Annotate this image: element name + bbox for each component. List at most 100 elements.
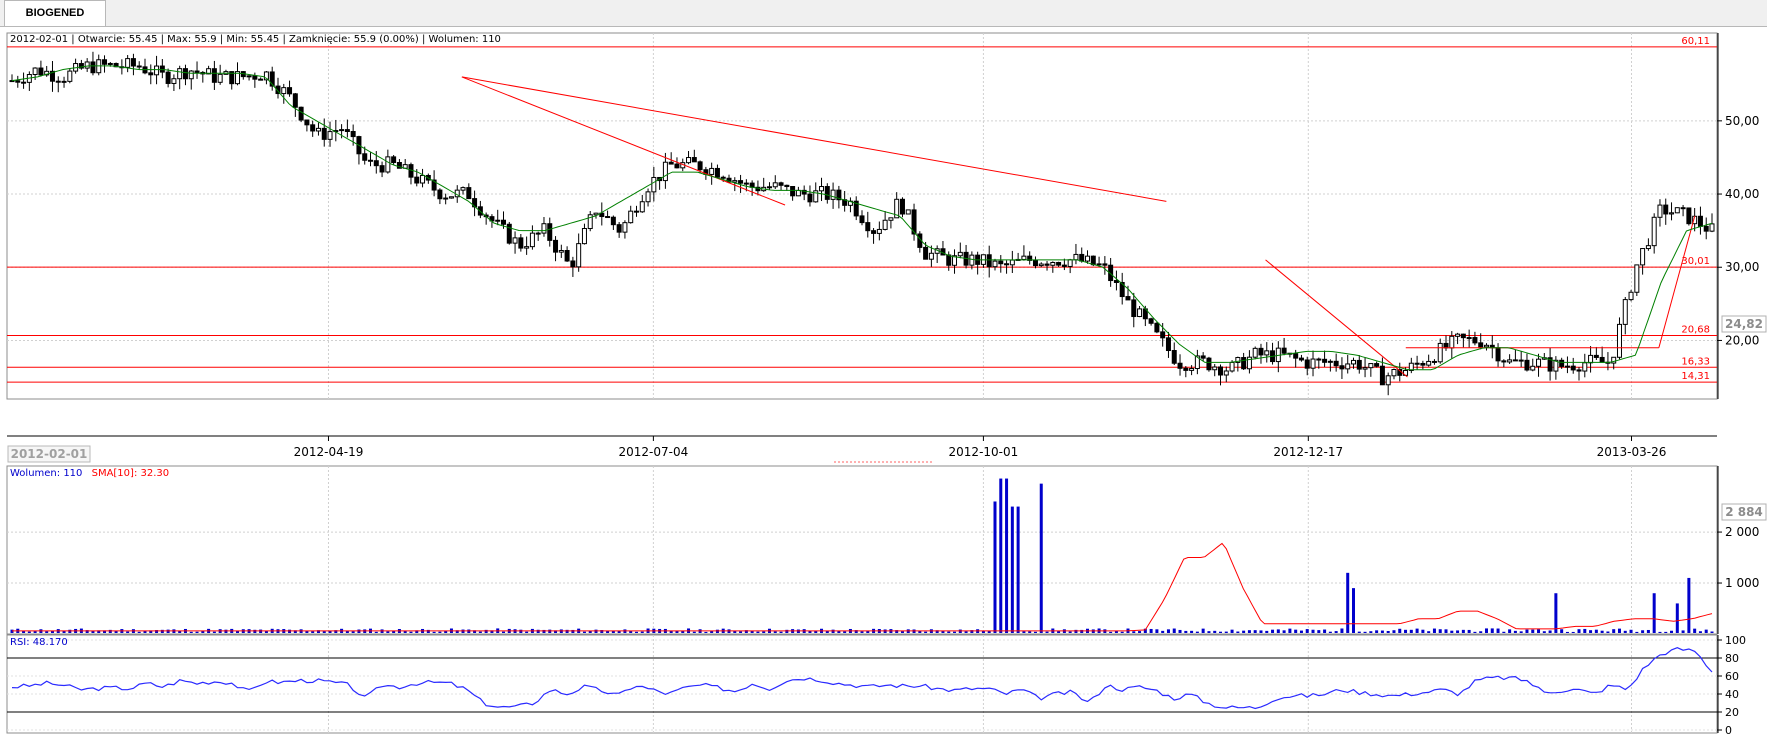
price-candle-body xyxy=(495,219,501,222)
volume-bar xyxy=(600,630,604,633)
volume-bar xyxy=(1375,630,1379,633)
volume-bar xyxy=(305,630,309,633)
price-candle-body xyxy=(437,189,443,200)
price-candle-body xyxy=(298,106,304,121)
price-candle-body xyxy=(662,161,668,182)
price-candle-body xyxy=(159,65,165,73)
volume-bar xyxy=(1271,629,1275,633)
volume-bar xyxy=(744,630,748,633)
price-candle-body xyxy=(1021,255,1027,260)
price-candle-body xyxy=(1530,365,1536,371)
price-candle-body xyxy=(1460,333,1466,339)
volume-bar xyxy=(1467,629,1471,633)
volume-bar xyxy=(201,630,205,633)
price-candle-body xyxy=(269,71,275,87)
price-candle-body xyxy=(1258,347,1264,356)
price-candle-body xyxy=(1009,259,1015,266)
volume-bar xyxy=(1010,506,1014,633)
price-candle-body xyxy=(1443,342,1449,349)
price-candle-body xyxy=(1044,263,1050,266)
price-candle-body xyxy=(998,260,1004,265)
volume-bar xyxy=(1519,631,1523,633)
price-candle-body xyxy=(287,87,293,95)
volume-bar xyxy=(1392,630,1396,633)
price-candle-body xyxy=(859,215,865,224)
volume-bar xyxy=(808,630,812,633)
volume-bar xyxy=(1230,629,1234,633)
volume-bar xyxy=(50,630,54,633)
volume-bar xyxy=(1178,629,1182,633)
volume-bar xyxy=(1531,629,1535,633)
price-candle-body xyxy=(1171,350,1177,364)
volume-bar xyxy=(1710,631,1714,633)
volume-bar xyxy=(484,629,488,633)
volume-y-tick-label: 2 000 xyxy=(1725,525,1759,539)
price-candle-body xyxy=(21,81,27,84)
volume-bar xyxy=(137,631,141,633)
rsi-y-tick-label: 60 xyxy=(1725,670,1739,683)
price-candle-body xyxy=(1426,360,1432,366)
volume-bar xyxy=(895,630,899,633)
price-candle-body xyxy=(1327,360,1333,363)
price-candle-body xyxy=(1148,318,1154,324)
price-candle-body xyxy=(1507,359,1513,363)
volume-bar xyxy=(785,629,789,633)
price-candle-body xyxy=(1096,263,1102,266)
price-candle-body xyxy=(633,210,639,213)
volume-bar xyxy=(444,630,448,633)
price-candle-body xyxy=(1154,322,1160,333)
volume-bar xyxy=(1571,631,1575,633)
volume-bar xyxy=(588,630,592,633)
price-level-label: 30,01 xyxy=(1681,256,1710,267)
stock-chart-svg[interactable]: 60,11 30,01 20,68 16,33 14,31 20,00 30,00 40,0… xyxy=(0,26,1767,737)
volume-bar xyxy=(1363,631,1367,633)
price-candle-body xyxy=(853,200,859,217)
volume-bar xyxy=(1380,630,1384,633)
price-candle-body xyxy=(1368,363,1374,369)
price-candle-body xyxy=(645,191,651,203)
price-candle-body xyxy=(1137,308,1143,318)
price-candle-body xyxy=(211,68,217,83)
volume-bar xyxy=(1369,631,1373,633)
volume-bar xyxy=(1346,572,1350,633)
price-candle-body xyxy=(1165,337,1171,352)
price-candle-body xyxy=(1067,259,1073,267)
volume-bar xyxy=(1114,630,1118,633)
volume-bar xyxy=(1028,631,1032,633)
volume-bar xyxy=(750,630,754,633)
price-candle-body xyxy=(1293,353,1299,359)
volume-bar xyxy=(1606,631,1610,633)
price-candle-body xyxy=(813,190,819,203)
price-candle-body xyxy=(136,65,142,68)
volume-bar xyxy=(264,630,268,633)
volume-bar xyxy=(1386,631,1390,633)
volume-bar xyxy=(1479,631,1483,633)
volume-bar xyxy=(1143,628,1147,633)
price-candle-body xyxy=(518,237,524,249)
price-candle-body xyxy=(188,70,194,80)
price-candle-body xyxy=(969,254,975,266)
price-candle-body xyxy=(281,87,287,95)
price-candle-body xyxy=(148,72,154,76)
price-candle-body xyxy=(668,161,674,165)
price-candle-body xyxy=(1194,355,1200,370)
price-candle-body xyxy=(911,209,917,235)
price-candle-body xyxy=(888,217,894,221)
volume-bar xyxy=(1565,631,1569,633)
volume-bar xyxy=(733,630,737,633)
tab-biogened[interactable]: BIOGENED xyxy=(4,0,106,26)
price-y-tick-label: 30,00 xyxy=(1725,260,1759,274)
volume-bar xyxy=(1120,631,1124,633)
x-axis-tick-label: 2012-10-01 xyxy=(949,445,1019,459)
price-candle-body xyxy=(714,167,720,178)
price-candle-body xyxy=(32,67,38,76)
volume-bar xyxy=(814,630,818,633)
volume-bar xyxy=(1438,629,1442,633)
price-candle-body xyxy=(894,198,900,219)
price-candle-body xyxy=(263,71,269,81)
price-candle-body xyxy=(194,70,200,73)
x-axis-tick-label: 2012-12-17 xyxy=(1273,445,1343,459)
rsi-level-lines xyxy=(7,657,1717,713)
volume-bar xyxy=(1340,628,1344,633)
price-candle-body xyxy=(61,80,67,83)
